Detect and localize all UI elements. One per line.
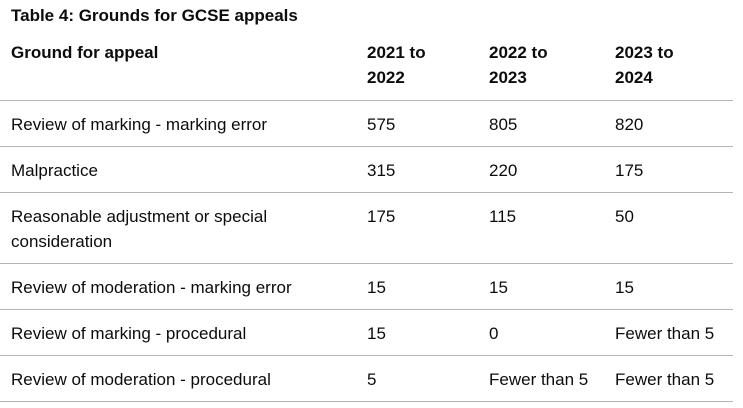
cell-2023: 15: [615, 263, 733, 310]
cell-2021: 315: [367, 146, 489, 193]
table-header: Ground for appeal 2021 to 2022 2022 to 202…: [0, 40, 733, 101]
cell-2022: 220: [489, 146, 615, 193]
table-body: Review of marking - marking error 575 80…: [0, 100, 733, 402]
cell-ground-line2: consideration: [11, 232, 113, 251]
cell-2021: 15: [367, 263, 489, 310]
cell-ground: Review of marking - procedural: [0, 309, 367, 356]
header-2023: 2023 to 2024: [615, 40, 733, 101]
cell-2023: 50: [615, 192, 733, 264]
header-row: Ground for appeal 2021 to 2022 2022 to 202…: [0, 40, 733, 101]
cell-2022: 805: [489, 100, 615, 147]
cell-2023: Fewer than 5: [615, 355, 733, 402]
table-row: Review of moderation - procedural 5 Fewe…: [0, 355, 733, 402]
header-2021-line1: 2021 to: [367, 43, 426, 62]
cell-2022: 0: [489, 309, 615, 356]
cell-2022: Fewer than 5: [489, 355, 615, 402]
header-2022-line2: 2023: [489, 68, 527, 87]
cell-ground: Malpractice: [0, 146, 367, 193]
table-caption: Table 4: Grounds for GCSE appeals: [11, 6, 298, 25]
cell-2022: 15: [489, 263, 615, 310]
cell-2023: 820: [615, 100, 733, 147]
cell-ground: Review of marking - marking error: [0, 100, 367, 147]
header-ground: Ground for appeal: [0, 40, 367, 101]
table-row: Malpractice 315 220 175: [0, 146, 733, 193]
cell-2021: 575: [367, 100, 489, 147]
table-row: Review of marking - marking error 575 80…: [0, 100, 733, 147]
table-row: Reasonable adjustment or special consider…: [0, 192, 733, 264]
cell-ground: Review of moderation - procedural: [0, 355, 367, 402]
cell-2021: 175: [367, 192, 489, 264]
cell-2022: 115: [489, 192, 615, 264]
appeals-table: Ground for appeal 2021 to 2022 2022 to 202…: [0, 40, 733, 402]
cell-ground-line1: Reasonable adjustment or special: [11, 207, 268, 226]
header-2022: 2022 to 2023: [489, 40, 615, 101]
header-2021-line2: 2022: [367, 68, 405, 87]
cell-ground: Review of moderation - marking error: [0, 263, 367, 310]
cell-2021: 5: [367, 355, 489, 402]
cell-2021: 15: [367, 309, 489, 356]
table-row: Review of marking - procedural 15 0 Fewe…: [0, 309, 733, 356]
header-2021: 2021 to 2022: [367, 40, 489, 101]
cell-2023: Fewer than 5: [615, 309, 733, 356]
header-2023-line2: 2024: [615, 68, 653, 87]
table-row: Review of moderation - marking error 15 …: [0, 263, 733, 310]
cell-2023: 175: [615, 146, 733, 193]
header-2022-line1: 2022 to: [489, 43, 548, 62]
header-2023-line1: 2023 to: [615, 43, 674, 62]
cell-ground: Reasonable adjustment or special consider…: [0, 192, 367, 264]
